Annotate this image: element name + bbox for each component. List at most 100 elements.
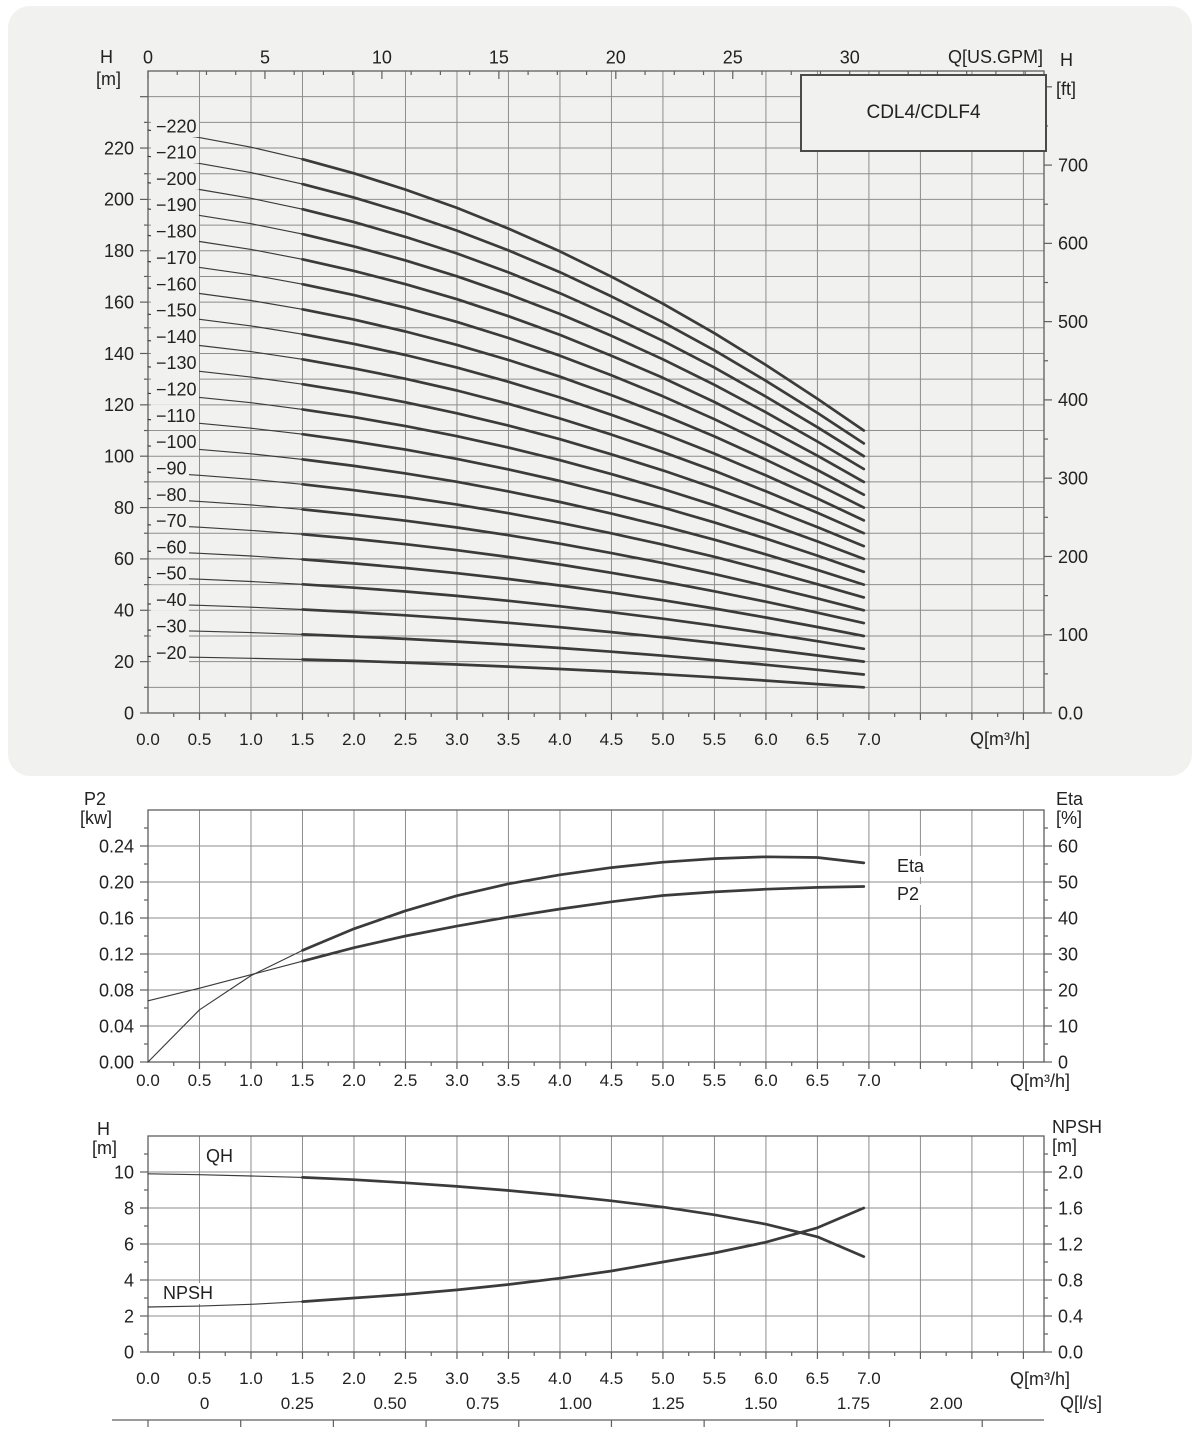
- tick-label: 60: [114, 549, 134, 569]
- curve-path: [301, 282, 866, 497]
- head-curve-label: −220: [156, 116, 197, 136]
- curve-label-mask: [151, 430, 199, 453]
- curve-path: [301, 855, 866, 952]
- curve-label-mask: [151, 457, 189, 480]
- tick-label: 40: [114, 601, 134, 621]
- curve-path: [301, 408, 866, 561]
- tick-label: 4.0: [548, 730, 572, 749]
- tick-label: 0.08: [99, 980, 134, 1000]
- curve-label-mask: [151, 641, 189, 664]
- tick-label: 0.20: [99, 872, 134, 892]
- tick-label: 2.5: [394, 730, 418, 749]
- tick-label: 0.0: [1058, 1342, 1083, 1362]
- curve-path: [301, 157, 866, 432]
- tick-label: 160: [104, 292, 134, 312]
- tick-label: 10: [1058, 1016, 1078, 1036]
- head-curve-label: −200: [156, 169, 197, 189]
- curve-path: [301, 558, 866, 638]
- head-curve-label: −140: [156, 327, 197, 347]
- tick-label: 0.50: [373, 1394, 406, 1413]
- head-curve-label: −20: [156, 643, 187, 663]
- tick-label: 4.5: [600, 1369, 624, 1388]
- power-left-axis-title: P2: [84, 789, 107, 809]
- tick-label: 25: [723, 47, 743, 67]
- tick-label: 700: [1058, 155, 1088, 175]
- curve-label-mask: [151, 378, 199, 401]
- qh-curve-label: QH: [206, 1146, 233, 1166]
- eta-right-axis-unit: [%]: [1056, 808, 1083, 828]
- tick-label: 5.0: [651, 1071, 675, 1090]
- tick-label: 0.0: [1058, 703, 1083, 723]
- tick-label: 10: [372, 47, 392, 67]
- tick-label: 0.00: [99, 1052, 134, 1072]
- tick-label: 5.5: [703, 730, 727, 749]
- curve-path: [301, 885, 866, 963]
- tick-label: 1.0: [239, 1369, 263, 1388]
- tick-label: 6.0: [754, 1369, 778, 1388]
- tick-label: 3.0: [445, 1369, 469, 1388]
- curve-label-mask: [151, 246, 199, 269]
- tick-label: 20: [1058, 980, 1078, 1000]
- tick-label: 6.0: [754, 730, 778, 749]
- head-curve-label: −180: [156, 222, 197, 242]
- curve-label-mask: [151, 404, 199, 427]
- curve-path: [301, 532, 866, 625]
- curve-label-mask: [151, 562, 189, 585]
- tick-label: 5.0: [651, 1369, 675, 1388]
- curve-label-mask: [151, 193, 199, 216]
- curve-path: [301, 582, 866, 651]
- tick-label: 1.75: [837, 1394, 870, 1413]
- tick-label: 3.5: [497, 1369, 521, 1388]
- tick-label: 30: [1058, 944, 1078, 964]
- tick-label: 1.0: [239, 730, 263, 749]
- tick-label: 20: [606, 47, 626, 67]
- tick-label: 50: [1058, 872, 1078, 892]
- qh-left-axis-unit: [m]: [92, 1138, 117, 1158]
- tick-label: 0.8: [1058, 1270, 1083, 1290]
- tick-label: 6: [124, 1234, 134, 1254]
- tick-label: 120: [104, 395, 134, 415]
- curve-path: [301, 307, 866, 509]
- head-left-axis-title: H: [100, 47, 113, 67]
- head-curve-label: −150: [156, 300, 197, 320]
- curve-path: [301, 232, 866, 471]
- head-curve-label: −50: [156, 564, 187, 584]
- tick-label: 15: [489, 47, 509, 67]
- tick-label: 0.5: [188, 1071, 212, 1090]
- tick-label: 10: [114, 1162, 134, 1182]
- head-curve-label: −100: [156, 432, 197, 452]
- curve-path: [301, 1176, 866, 1258]
- curve-path: [301, 357, 866, 535]
- curve-path: [147, 949, 304, 1063]
- head-curve-label: −110: [156, 406, 195, 426]
- head-x-axis-title: Q[m³/h]: [969, 729, 1030, 749]
- npsh-right-axis-title: NPSH: [1052, 1117, 1103, 1137]
- tick-label: 0: [124, 703, 134, 723]
- tick-label: 0: [1058, 1052, 1068, 1072]
- tick-label: 7.0: [857, 1071, 881, 1090]
- tick-label: 0: [143, 47, 153, 67]
- tick-label: 2.0: [342, 1369, 366, 1388]
- curve-path: [301, 508, 866, 612]
- head-left-axis-unit: [m]: [96, 69, 121, 89]
- tick-label: 4.0: [548, 1071, 572, 1090]
- curve-label-mask: [151, 167, 199, 190]
- tick-label: 2.5: [394, 1369, 418, 1388]
- tick-label: 2.00: [930, 1394, 963, 1413]
- tick-label: 0.75: [466, 1394, 499, 1413]
- head-curve-label: −30: [156, 616, 187, 636]
- tick-label: 100: [1058, 625, 1088, 645]
- power-x-axis-title: Q[m³/h]: [1009, 1071, 1070, 1091]
- curve-label-mask: [151, 588, 189, 611]
- tick-label: 2.0: [342, 730, 366, 749]
- head-right-axis-title: H: [1060, 50, 1073, 70]
- tick-label: 500: [1058, 312, 1088, 332]
- tick-label: 7.0: [857, 730, 881, 749]
- qh-x-axis-title: Q[m³/h]: [1009, 1369, 1070, 1389]
- tick-label: 2.0: [342, 1071, 366, 1090]
- tick-label: 20: [114, 652, 134, 672]
- tick-label: 4.0: [548, 1369, 572, 1388]
- tick-label: 0.25: [281, 1394, 314, 1413]
